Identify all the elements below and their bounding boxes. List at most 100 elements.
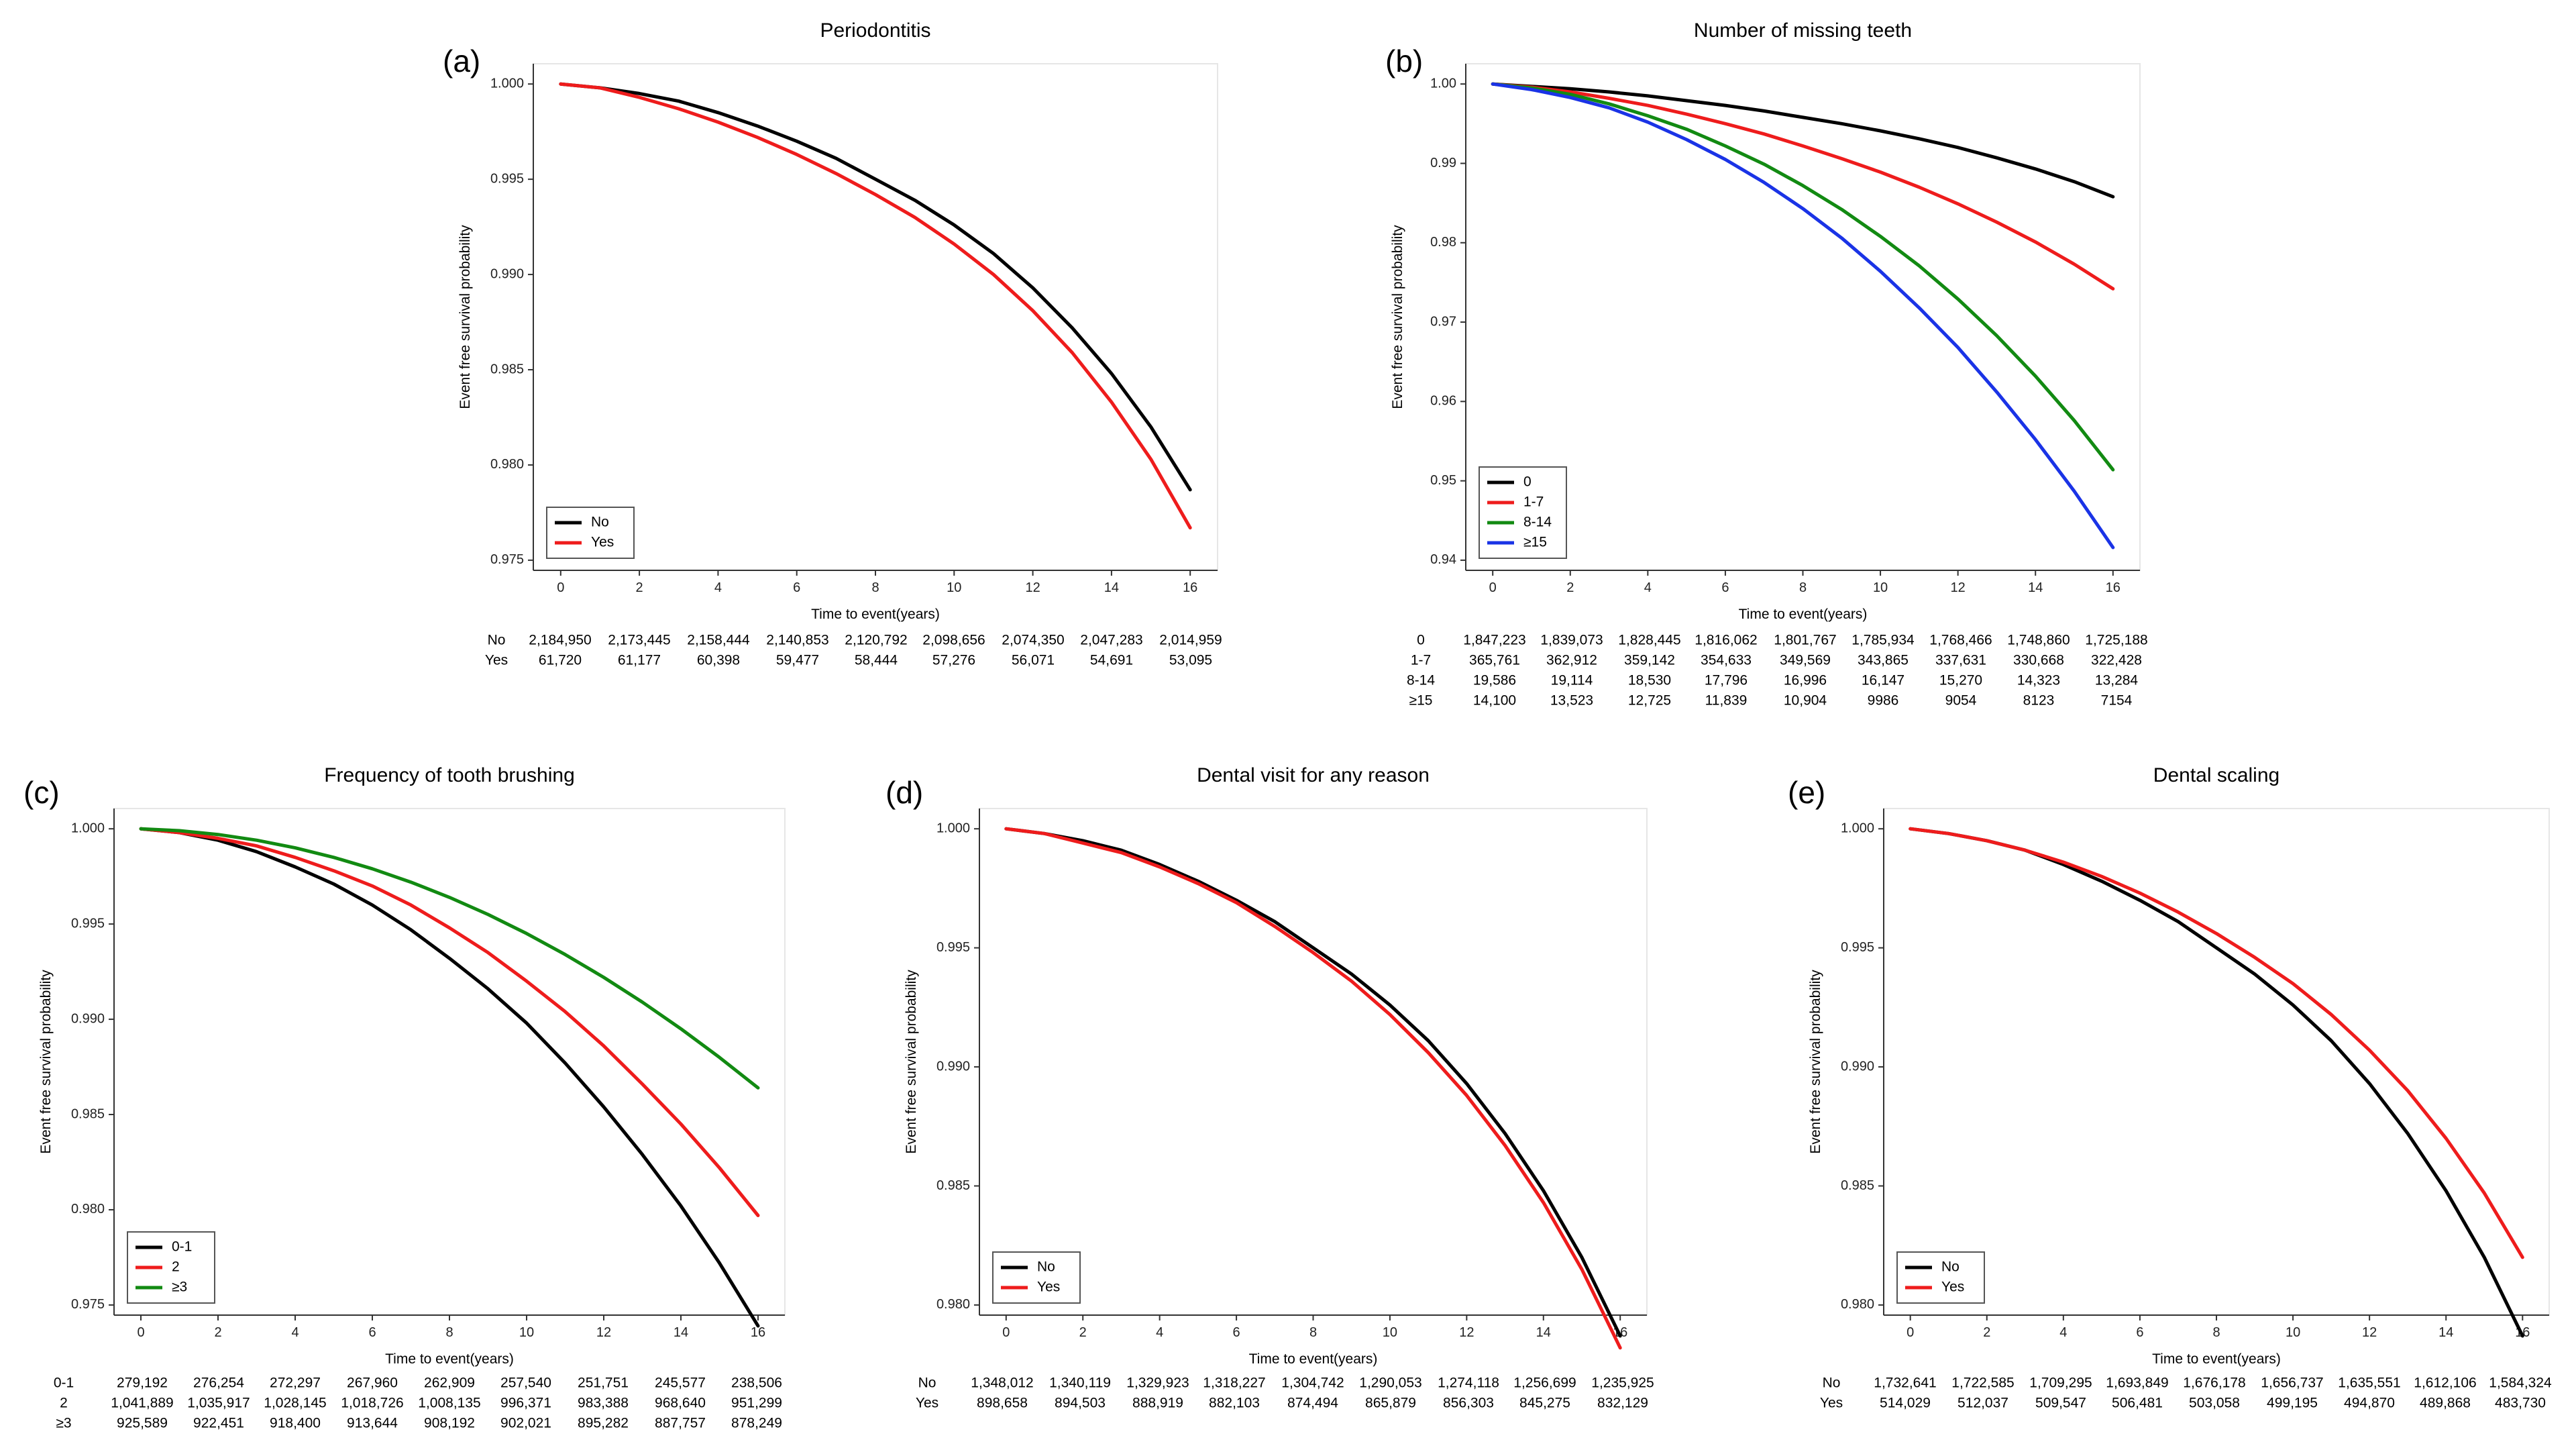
y-tick-label: 0.995 bbox=[1841, 940, 1874, 955]
chart-title: Periodontitis bbox=[820, 19, 930, 42]
x-tick-label: 6 bbox=[1233, 1325, 1240, 1340]
x-tick-label: 0 bbox=[137, 1325, 144, 1340]
risk-row-label: 8-14 bbox=[1407, 673, 1435, 688]
x-axis-label: Time to event(years) bbox=[2152, 1351, 2281, 1367]
risk-cell: 322,428 bbox=[2091, 653, 2142, 668]
x-tick-label: 4 bbox=[2059, 1325, 2067, 1340]
risk-cell: 908,192 bbox=[424, 1416, 475, 1431]
risk-cell: 1,348,012 bbox=[971, 1376, 1033, 1391]
chart-title: Dental scaling bbox=[2153, 764, 2279, 786]
x-axis-label: Time to event(years) bbox=[811, 607, 940, 622]
series-line-Yes bbox=[1004, 827, 1622, 1350]
risk-cell: 2,173,445 bbox=[608, 633, 670, 648]
y-tick-label: 0.980 bbox=[1841, 1297, 1874, 1312]
x-tick-label: 0 bbox=[1907, 1325, 1914, 1340]
risk-cell: 845,275 bbox=[1519, 1396, 1570, 1411]
legend-label: 8-14 bbox=[1523, 515, 1552, 530]
risk-cell: 1,028,145 bbox=[264, 1396, 326, 1411]
risk-cell: 13,284 bbox=[2095, 673, 2139, 688]
series-line-≥15 bbox=[1491, 82, 2115, 550]
legend: 0-1 2 ≥3 bbox=[127, 1231, 215, 1304]
risk-cell: 856,303 bbox=[1443, 1396, 1494, 1411]
risk-row-label: ≥15 bbox=[1409, 693, 1433, 709]
legend-label: 2 bbox=[172, 1259, 180, 1275]
risk-cell: 1,839,073 bbox=[1540, 633, 1603, 648]
risk-cell: 494,870 bbox=[2344, 1396, 2395, 1411]
y-axis-label: Event free survival probability bbox=[38, 970, 54, 1154]
risk-cell: 2,014,959 bbox=[1159, 633, 1222, 648]
risk-cell: 1,785,934 bbox=[1851, 633, 1915, 648]
risk-cell: 983,388 bbox=[578, 1396, 629, 1411]
risk-cell: 11,839 bbox=[1705, 693, 1748, 709]
y-tick-label: 1.000 bbox=[936, 821, 970, 835]
y-tick-label: 1.000 bbox=[490, 76, 524, 91]
x-tick-label: 12 bbox=[2362, 1325, 2377, 1340]
risk-cell: 1,584,324 bbox=[2489, 1376, 2552, 1391]
risk-cell: 878,249 bbox=[731, 1416, 782, 1431]
y-tick-label: 1.000 bbox=[1841, 821, 1874, 835]
risk-cell: 1,635,551 bbox=[2338, 1376, 2400, 1391]
panel-label: (a) bbox=[443, 44, 480, 79]
legend-label: 0 bbox=[1523, 474, 1532, 490]
panel-d: (d) Dental visit for any reason 0.980 0.985… bbox=[885, 764, 1654, 1411]
risk-cell: 19,586 bbox=[1473, 673, 1516, 688]
risk-cell: 54,691 bbox=[1090, 653, 1133, 668]
legend: No Yes bbox=[992, 1251, 1081, 1304]
risk-cell: 59,477 bbox=[776, 653, 819, 668]
legend-label: Yes bbox=[1941, 1280, 1964, 1295]
panel-a: (a) Periodontitis 0.975 0.980 0.985 0.990 0.99… bbox=[443, 19, 1222, 668]
legend-label: No bbox=[1037, 1259, 1055, 1275]
x-tick-label: 16 bbox=[2106, 580, 2121, 595]
y-tick-label: 0.99 bbox=[1430, 156, 1456, 170]
x-tick-label: 14 bbox=[2028, 580, 2043, 595]
risk-cell: 7154 bbox=[2101, 693, 2133, 709]
risk-cell: 57,276 bbox=[932, 653, 975, 668]
risk-cell: 1,329,923 bbox=[1126, 1376, 1189, 1391]
risk-cell: 922,451 bbox=[193, 1416, 244, 1431]
legend-box bbox=[1896, 1251, 1985, 1304]
plot-frame bbox=[979, 808, 1648, 1316]
x-axis-label: Time to event(years) bbox=[1739, 607, 1868, 622]
risk-cell: 1,318,227 bbox=[1203, 1376, 1265, 1391]
series-line-8-14 bbox=[1491, 82, 2115, 472]
x-tick-label: 4 bbox=[1156, 1325, 1163, 1340]
y-tick-label: 0.980 bbox=[936, 1297, 970, 1312]
risk-cell: 365,761 bbox=[1469, 653, 1520, 668]
risk-row-label: No bbox=[1823, 1376, 1841, 1391]
risk-cell: 918,400 bbox=[270, 1416, 321, 1431]
y-axis-label: Event free survival probability bbox=[904, 970, 919, 1154]
legend-label: No bbox=[591, 515, 609, 530]
x-tick-label: 6 bbox=[368, 1325, 376, 1340]
y-tick-label: 0.995 bbox=[936, 940, 970, 955]
legend-label: Yes bbox=[1037, 1280, 1060, 1295]
risk-cell: 1,828,445 bbox=[1618, 633, 1680, 648]
risk-cell: 272,297 bbox=[270, 1376, 321, 1391]
y-tick-label: 0.995 bbox=[490, 171, 524, 186]
panel-label: (b) bbox=[1385, 44, 1423, 79]
x-tick-label: 16 bbox=[1183, 580, 1197, 595]
risk-cell: 489,868 bbox=[2420, 1396, 2471, 1411]
y-tick-label: 0.94 bbox=[1430, 552, 1456, 567]
risk-cell: 9986 bbox=[1868, 693, 1899, 709]
risk-cell: 245,577 bbox=[655, 1376, 706, 1391]
risk-cell: 2,074,350 bbox=[1002, 633, 1064, 648]
y-tick-label: 0.990 bbox=[71, 1011, 105, 1026]
risk-cell: 2,047,283 bbox=[1080, 633, 1142, 648]
risk-cell: 898,658 bbox=[977, 1396, 1028, 1411]
risk-cell: 1,035,917 bbox=[187, 1396, 250, 1411]
x-tick-label: 10 bbox=[947, 580, 961, 595]
risk-cell: 58,444 bbox=[855, 653, 898, 668]
risk-cell: 1,748,860 bbox=[2007, 633, 2070, 648]
x-tick-label: 4 bbox=[1644, 580, 1652, 595]
risk-cell: 53,095 bbox=[1169, 653, 1212, 668]
risk-cell: 15,270 bbox=[1939, 673, 1982, 688]
y-tick-label: 0.985 bbox=[1841, 1178, 1874, 1193]
panel-e: (e) Dental scaling 0.980 0.985 0.990 0.995 1.0… bbox=[1788, 764, 2552, 1411]
risk-cell: 1,693,849 bbox=[2106, 1376, 2168, 1391]
y-tick-label: 1.00 bbox=[1430, 76, 1456, 91]
x-tick-label: 4 bbox=[714, 580, 722, 595]
risk-cell: 1,340,119 bbox=[1049, 1376, 1111, 1391]
x-tick-label: 10 bbox=[1873, 580, 1888, 595]
risk-table: 0-1 279,192 276,254 272,297 267,960 262,909 25… bbox=[54, 1376, 782, 1431]
legend-label: ≥15 bbox=[1523, 535, 1547, 550]
